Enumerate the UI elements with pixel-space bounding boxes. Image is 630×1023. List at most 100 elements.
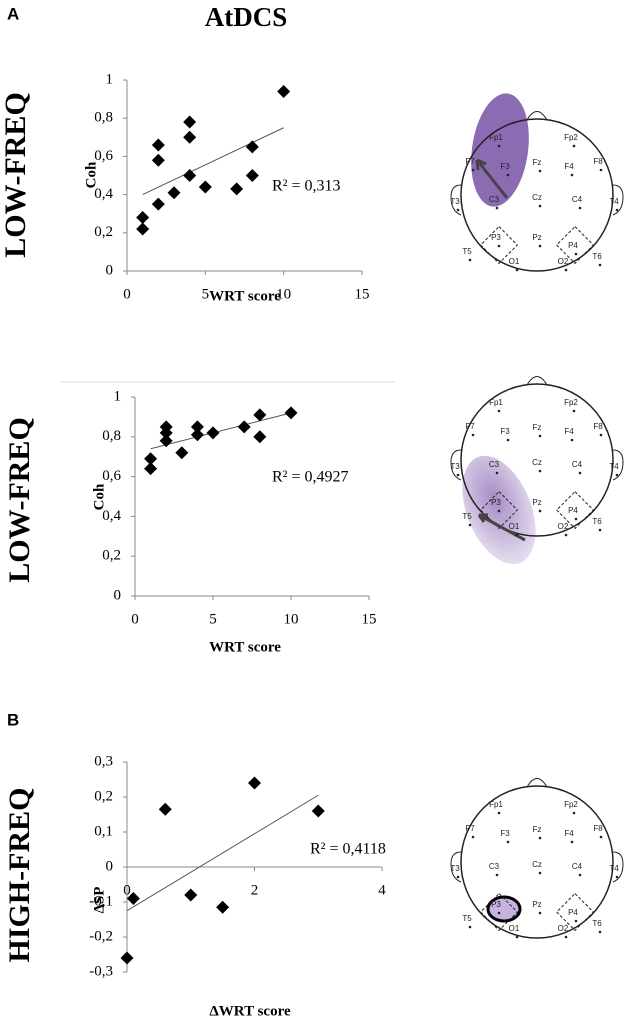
electrode-label: C4	[572, 460, 583, 469]
figure-title: AtDCS	[205, 2, 288, 32]
data-point	[311, 804, 325, 818]
electrode	[615, 473, 619, 477]
electrode	[570, 438, 574, 442]
electrode	[574, 252, 578, 256]
ear	[612, 449, 624, 481]
electrode	[468, 523, 472, 527]
electrode-label: P4	[568, 908, 578, 917]
electrode-label: F4	[564, 829, 574, 838]
electrode-label: F7	[465, 824, 475, 833]
head-map: Fp1 Fp2 F7 F3 Fz F4 F8 T3 C3 Cz C4 T4 T5 P3 Pz P4 T6 O1 O2	[450, 376, 624, 565]
electrode-label: T6	[592, 517, 602, 526]
electrode-label: F7	[465, 157, 475, 166]
electrode-label: Fp1	[489, 800, 503, 809]
ear	[450, 851, 462, 883]
electrode-label: T4	[609, 197, 619, 206]
electrode-label: F3	[500, 162, 510, 171]
data-point	[151, 197, 165, 211]
y-tick-label: 0,1	[94, 823, 113, 839]
data-point	[151, 138, 165, 152]
electrode-label: P3	[491, 900, 501, 909]
y-tick-label: -0,2	[89, 928, 113, 944]
electrode-label: O2	[558, 924, 569, 933]
roi-box	[479, 225, 519, 265]
x-tick-label: 0	[123, 882, 131, 898]
head-map: Fp1 Fp2 F7 F3 Fz F4 F8 T3 C3 Cz C4 T4 T5 P3 Pz P4 T6 O1 O2	[450, 778, 624, 939]
head-outline	[460, 118, 614, 272]
data-point	[206, 426, 220, 440]
roi-box	[479, 892, 519, 932]
x-tick-label: 4	[378, 882, 386, 898]
data-point	[190, 428, 204, 442]
electrode	[538, 469, 542, 473]
data-point	[230, 182, 244, 196]
electrode-label: O2	[558, 257, 569, 266]
x-tick-label: 10	[276, 286, 291, 302]
electrode	[574, 517, 578, 521]
electrode-label: Pz	[532, 233, 541, 242]
electrode-label: Fz	[533, 825, 542, 834]
data-point	[136, 222, 150, 236]
y-axis-label: Coh	[91, 483, 107, 510]
y-tick-label: 1	[114, 388, 122, 404]
data-point	[167, 186, 181, 200]
data-point	[158, 802, 172, 816]
electrode	[495, 206, 499, 210]
electrode	[599, 835, 603, 839]
electrode-label: C3	[489, 460, 500, 469]
electrode	[599, 168, 603, 172]
electrode	[572, 409, 576, 413]
y-tick-label: 0,3	[94, 753, 113, 769]
electrode	[538, 509, 542, 513]
electrode-label: P3	[491, 233, 501, 242]
x-tick-label: 10	[284, 611, 299, 627]
electrode-label: C4	[572, 862, 583, 871]
side-label: HIGH-FREQ	[3, 787, 36, 962]
data-point	[183, 115, 197, 129]
head-outline	[460, 383, 614, 537]
electrode-label: T3	[450, 462, 460, 471]
data-point	[120, 951, 134, 965]
electrode-label: Cz	[532, 860, 542, 869]
electrode	[598, 528, 602, 532]
nose	[526, 111, 548, 121]
data-point	[284, 406, 298, 420]
electrode	[471, 835, 475, 839]
y-tick-label: 0,2	[94, 224, 113, 240]
electrode	[506, 840, 510, 844]
y-tick-label: 0,4	[94, 186, 113, 202]
electrode	[564, 533, 568, 537]
electrode	[538, 169, 542, 173]
data-point	[159, 434, 173, 448]
roi-box	[555, 490, 595, 530]
x-tick-label: 5	[209, 611, 217, 627]
electrode-label: T6	[592, 919, 602, 928]
electrode	[538, 244, 542, 248]
electrode-label: C4	[572, 195, 583, 204]
electrode	[515, 268, 519, 272]
electrode-label: F3	[500, 427, 510, 436]
electrode	[570, 840, 574, 844]
electrode-label: O2	[558, 522, 569, 531]
electrode	[497, 911, 501, 915]
electrode-label: F8	[593, 157, 603, 166]
ear	[612, 851, 624, 883]
x-axis-label: WRT score	[209, 639, 281, 655]
x-tick-label: 0	[123, 286, 131, 302]
data-point	[248, 776, 261, 790]
y-tick-label: 0,6	[102, 468, 121, 484]
electrode-label: Pz	[532, 498, 541, 507]
head-outline	[460, 785, 614, 939]
electrode-label: Fp2	[564, 398, 578, 407]
electrode	[578, 471, 582, 475]
annotation: R² = 0,313	[272, 178, 341, 195]
electrode-label: F8	[593, 824, 603, 833]
data-point	[253, 408, 267, 422]
electrode-label: O1	[509, 257, 520, 266]
electrode-label: Fz	[533, 423, 542, 432]
data-point	[245, 169, 259, 182]
electrode-label: T6	[592, 252, 602, 261]
electrode	[570, 173, 574, 177]
electrode-label: P4	[568, 506, 578, 515]
